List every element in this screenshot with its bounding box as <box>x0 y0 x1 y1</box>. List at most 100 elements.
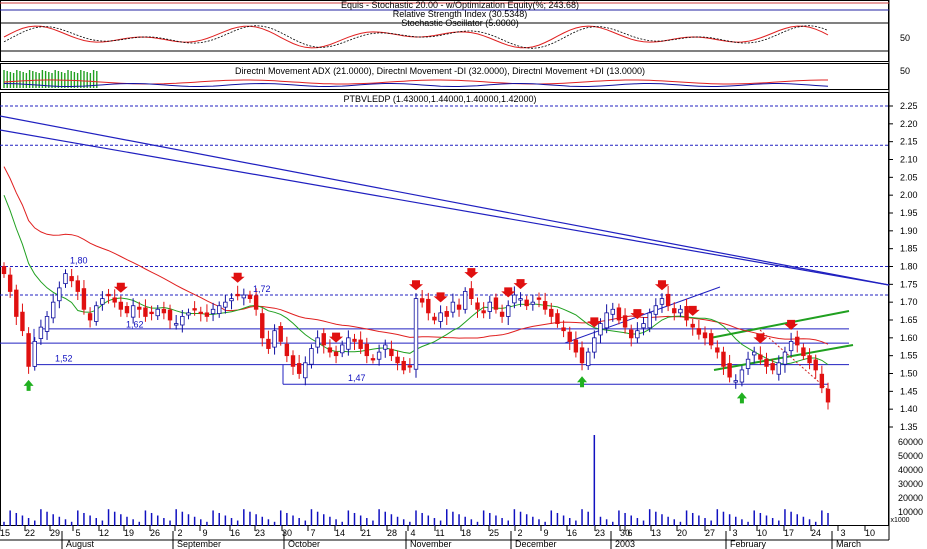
dmi-plus-di <box>3 82 829 87</box>
stochastic-d-line <box>3 25 829 49</box>
volume-y-tick: 50000 <box>898 451 923 461</box>
candle-body <box>684 306 689 321</box>
candle-body <box>7 274 13 292</box>
candle-body <box>616 307 622 321</box>
price-gridlines <box>0 105 889 385</box>
x-tick-label: 11 <box>435 528 444 538</box>
candle-body <box>327 347 333 353</box>
candle-body <box>475 302 480 310</box>
x-month-label: October <box>288 539 320 549</box>
candle-body <box>795 336 800 346</box>
candle-body <box>801 347 806 357</box>
candle-body <box>32 340 37 367</box>
sell-arrow <box>329 332 344 343</box>
candle-body <box>309 348 314 365</box>
price-y-tick: 1.60 <box>900 333 918 343</box>
price-y-tick: 2.25 <box>900 101 918 111</box>
candle-body <box>561 327 566 332</box>
candle-body <box>358 339 363 349</box>
x-month-label: March <box>836 539 861 549</box>
volume-y-tick: 60000 <box>898 437 923 447</box>
level-label: 1,52 <box>55 354 73 364</box>
candle-body <box>100 298 105 305</box>
candle-body <box>14 289 19 317</box>
candle-body <box>456 304 462 310</box>
sell-arrow <box>784 319 799 330</box>
candle-body <box>290 355 296 367</box>
stochastic-title-3: Stochastic Oscillator (5.0000) <box>401 18 519 28</box>
price-candles <box>1 262 831 410</box>
level-label: 1,72 <box>253 284 271 294</box>
candle-body <box>370 358 376 361</box>
candle-body <box>241 294 247 299</box>
buy-arrow <box>577 376 588 388</box>
x-tick-label: 19 <box>124 528 134 538</box>
candle-body <box>44 316 50 332</box>
x-tick-label: 2 <box>177 528 182 538</box>
candle-body <box>770 363 775 371</box>
price-y-tick: 1.95 <box>900 208 918 218</box>
price-y-tick: 2.20 <box>900 119 918 129</box>
x-tick-label: 22 <box>25 528 35 538</box>
candle-body <box>549 308 554 317</box>
candle-body <box>383 344 388 350</box>
candle-body <box>106 293 111 297</box>
sell-arrow <box>630 309 645 320</box>
candle-body <box>130 305 136 318</box>
candle-body <box>715 347 720 353</box>
stochastic-panel: Equis - Stochastic 20.00 - w/Optimizatio… <box>0 0 910 52</box>
x-tick-label: 12 <box>99 528 109 538</box>
candle-body <box>807 355 812 364</box>
sell-arrow <box>654 280 669 291</box>
candle-body <box>303 362 308 379</box>
x-tick-label: 14 <box>335 528 345 538</box>
candle-body <box>210 308 216 314</box>
candle-body <box>118 301 124 310</box>
candle-body <box>653 305 659 315</box>
candle-body <box>266 338 271 349</box>
buy-arrow <box>736 392 747 404</box>
candle-body <box>69 276 74 282</box>
candle-body <box>401 360 406 371</box>
candle-body <box>708 333 714 346</box>
x-tick-label: 4 <box>410 528 415 538</box>
stochastic-axis-label: 50 <box>900 33 910 43</box>
candle-body <box>364 343 370 357</box>
candle-body <box>217 305 222 314</box>
price-y-tick: 1.75 <box>900 279 918 289</box>
candle-body <box>579 347 585 364</box>
sell-arrow <box>433 292 448 303</box>
candle-body <box>518 298 523 301</box>
candle-body <box>426 298 431 314</box>
x-tick-label: 23 <box>595 528 605 538</box>
sell-arrow <box>587 317 602 328</box>
candle-body <box>665 293 671 307</box>
candle-body <box>20 311 25 332</box>
candle-body <box>641 323 646 329</box>
candle-body <box>659 298 665 305</box>
candle-body <box>721 351 726 367</box>
x-tick-label: 26 <box>150 528 160 538</box>
stochastic-title-2: Relative Strength Index (30.5348) <box>393 9 528 19</box>
candle-body <box>788 340 794 352</box>
sell-arrow <box>113 282 128 293</box>
candle-body <box>567 331 572 342</box>
candle-body <box>592 337 597 353</box>
price-y-tick: 2.15 <box>900 137 918 147</box>
candle-body <box>647 312 652 329</box>
candle-body <box>499 311 505 317</box>
candle-body <box>333 351 339 357</box>
candle-body <box>585 351 591 367</box>
signal-arrows <box>23 268 799 404</box>
price-y-tick: 1.85 <box>900 244 918 254</box>
x-tick-label: 16 <box>230 528 240 538</box>
candle-body <box>94 305 99 322</box>
candle-body <box>536 297 542 300</box>
candle-body <box>622 315 628 328</box>
candle-body <box>825 388 831 403</box>
candle-body <box>690 323 695 328</box>
candle-body <box>235 293 240 297</box>
level-label: 1,62 <box>126 320 144 330</box>
candle-body <box>419 298 425 303</box>
